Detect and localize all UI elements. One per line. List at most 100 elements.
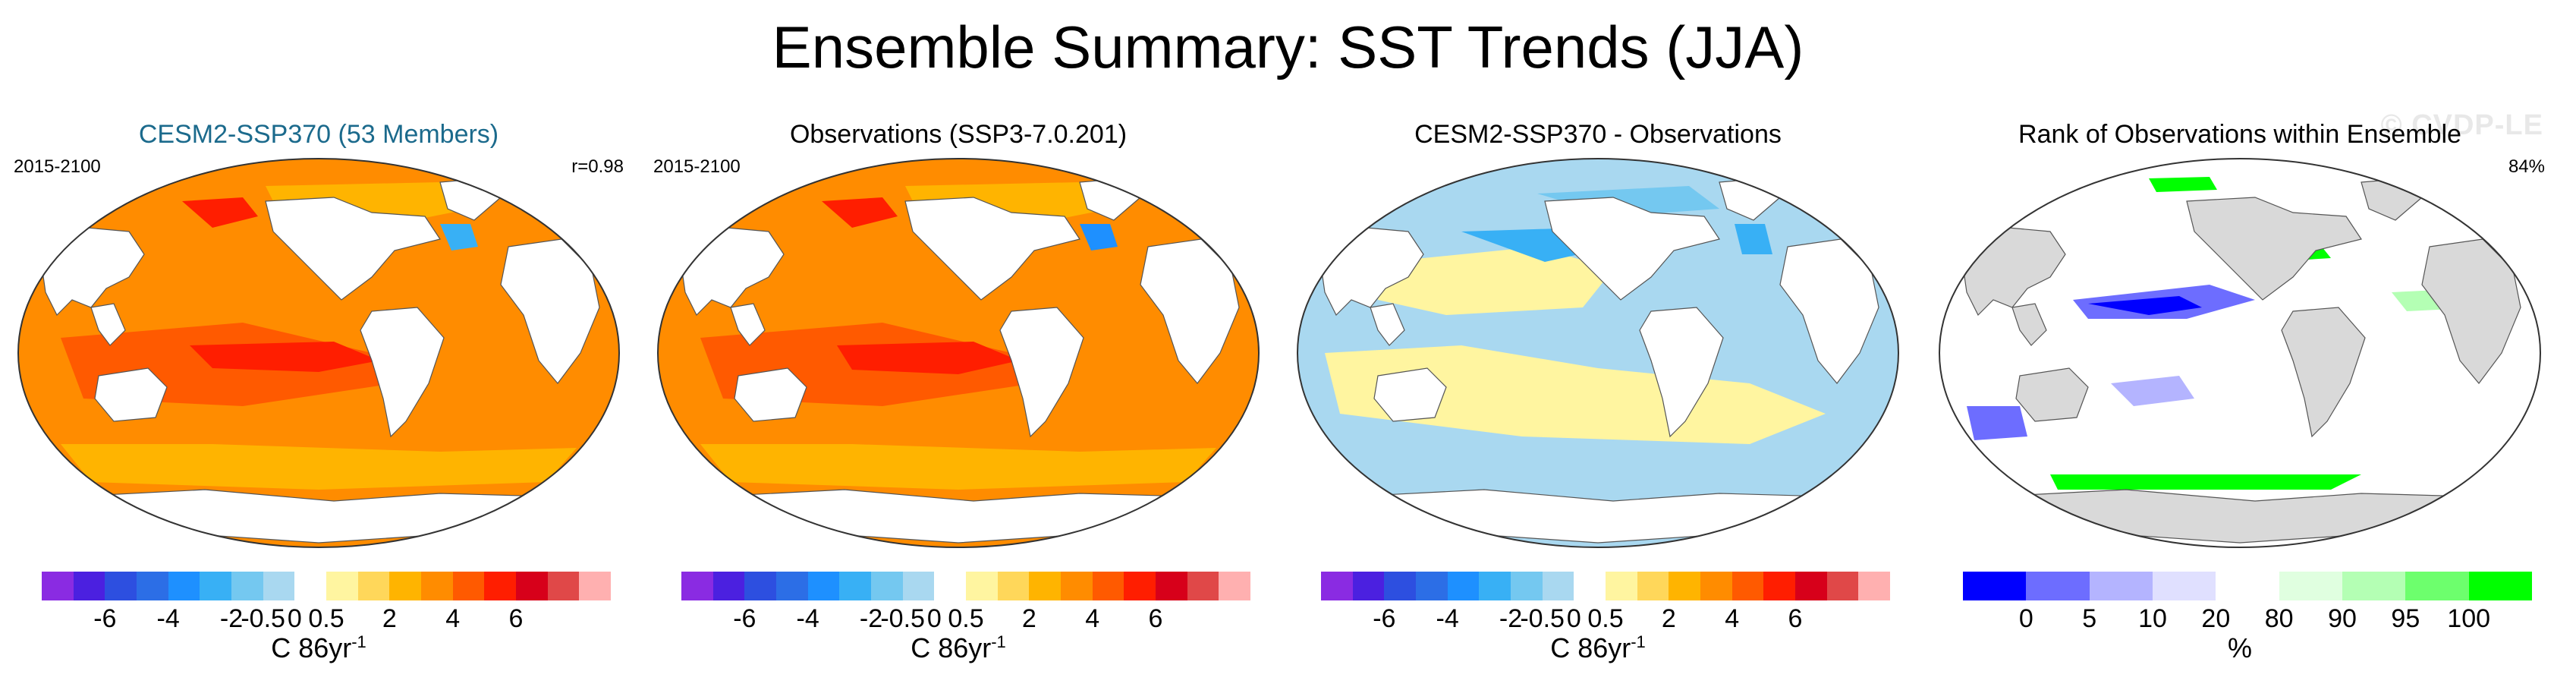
colorbar-swatch xyxy=(934,572,967,600)
colorbar-tick-label: 0 xyxy=(287,604,302,633)
colorbar-tick-label: -6 xyxy=(1373,604,1396,633)
colorbar-swatch xyxy=(776,572,808,600)
panel-rank: © CVDP-LE Rank of Observations within En… xyxy=(1929,109,2551,676)
anomaly-region xyxy=(190,342,379,372)
colorbar-tick-label: 10 xyxy=(2138,604,2167,633)
anomaly-region xyxy=(2149,177,2217,192)
land-mass xyxy=(734,367,807,422)
colorbar-swatch xyxy=(1826,572,1859,600)
globe-outline xyxy=(657,158,1260,548)
colorbar-swatch xyxy=(1542,572,1574,600)
colorbar-swatch xyxy=(579,572,612,600)
colorbar-swatch xyxy=(2468,572,2532,600)
colorbar-units: C 86yr-1 xyxy=(271,632,366,663)
colorbar-swatch xyxy=(2026,572,2090,600)
colorbar-swatch xyxy=(484,572,517,600)
land-mass xyxy=(2011,303,2047,346)
colorbar-ticks: -6 -4 -2 -0.5 0 0.5 2 4 6 xyxy=(42,598,611,644)
colorbar-tick-label: 4 xyxy=(445,604,461,633)
colorbar-swatch xyxy=(1511,572,1543,600)
globe-outline xyxy=(17,158,620,548)
period-label: 2015-2100 xyxy=(14,156,101,177)
colorbar-swatch xyxy=(1156,572,1187,600)
colorbar-swatch xyxy=(1416,572,1448,600)
colorbar-tick-label: 95 xyxy=(2391,604,2420,633)
colorbar-tick-label: 2 xyxy=(1021,604,1036,633)
colorbar-swatch xyxy=(1795,572,1827,600)
colorbar-swatch xyxy=(2279,572,2342,600)
colorbar-units: C 86yr-1 xyxy=(1550,632,1646,663)
colorbar-swatch xyxy=(73,572,105,600)
colorbar-swatch xyxy=(1124,572,1156,600)
colorbar-tick-label: 0 xyxy=(2018,604,2033,633)
colorbar-swatch xyxy=(421,572,453,600)
colorbar-swatch xyxy=(1384,572,1417,600)
panel-observations: Observations (SSP3-7.0.201) 2015-2100 -6… xyxy=(647,114,1269,676)
colorbar-swatch xyxy=(200,572,232,600)
land-mass xyxy=(265,197,441,301)
figure-title: Ensemble Summary: SST Trends (JJA) xyxy=(772,14,1804,80)
land-mass xyxy=(1544,197,1720,301)
pattern-correlation: r=0.98 xyxy=(571,156,624,177)
land-mass xyxy=(999,307,1084,438)
colorbar xyxy=(1321,572,1891,600)
panel-difference: CESM2-SSP370 - Observations -6 -4 -2 -0.5 0 0… xyxy=(1287,114,1909,676)
panel-title: CESM2-SSP370 - Observations xyxy=(1414,120,1782,149)
colorbar-swatch xyxy=(839,572,872,600)
colorbar-swatch xyxy=(2405,572,2469,600)
colorbar-swatch xyxy=(42,572,74,600)
colorbar-tick-label: -6 xyxy=(733,604,756,633)
colorbar-tick-label: 90 xyxy=(2328,604,2357,633)
colorbar-swatch xyxy=(997,572,1030,600)
colorbar-tick-label: -4 xyxy=(156,604,180,633)
colorbar-swatch xyxy=(1700,572,1732,600)
colorbar-swatch xyxy=(1219,572,1251,600)
colorbar-swatch xyxy=(1352,572,1385,600)
colorbar-tick-label: 4 xyxy=(1725,604,1740,633)
panel-cesm2: CESM2-SSP370 (53 Members) 2015-2100 r=0.… xyxy=(8,114,630,676)
land-mass xyxy=(2015,367,2089,422)
colorbar-swatch xyxy=(1479,572,1511,600)
colorbar-swatch xyxy=(1574,572,1606,600)
colorbar-ticks: -6 -4 -2 -0.5 0 0.5 2 4 6 xyxy=(681,598,1250,644)
colorbar-swatch xyxy=(1029,572,1062,600)
colorbar-swatch xyxy=(231,572,263,600)
colorbar-swatch xyxy=(1763,572,1796,600)
colorbar-tick-label: 6 xyxy=(1148,604,1163,633)
colorbar-tick-label: 80 xyxy=(2264,604,2294,633)
land-mass xyxy=(94,367,168,422)
colorbar-swatch xyxy=(1669,572,1701,600)
land-mass xyxy=(730,303,766,346)
colorbar xyxy=(42,572,612,600)
colorbar-swatch xyxy=(389,572,422,600)
anomaly-region xyxy=(2050,474,2361,490)
colorbar-swatch xyxy=(168,572,200,600)
colorbar-swatch xyxy=(452,572,485,600)
colorbar-swatch xyxy=(1092,572,1124,600)
anomaly-region xyxy=(440,224,478,251)
panel-title: Observations (SSP3-7.0.201) xyxy=(789,120,1128,149)
anomaly-region xyxy=(2111,376,2194,406)
land-mass xyxy=(360,307,445,438)
colorbar-swatch xyxy=(357,572,390,600)
colorbar-swatch xyxy=(2342,572,2406,600)
colorbar-swatch xyxy=(807,572,840,600)
colorbar-swatch xyxy=(516,572,548,600)
colorbar-swatch xyxy=(1187,572,1219,600)
colorbar-tick-label: -4 xyxy=(796,604,819,633)
globe-outline xyxy=(1939,158,2541,548)
colorbar-swatch xyxy=(712,572,745,600)
colorbar-swatch xyxy=(1606,572,1637,600)
anomaly-region xyxy=(837,342,1019,374)
panel-title: CESM2-SSP370 (53 Members) xyxy=(138,120,499,149)
colorbar-swatch xyxy=(1858,572,1891,600)
colorbar-swatch xyxy=(294,572,327,600)
colorbar-ticks: 0 5 10 20 80 90 95 100 xyxy=(1963,598,2532,644)
colorbar-tick-label: -2 xyxy=(859,604,883,633)
colorbar-swatch xyxy=(137,572,168,600)
rank-percentage: 84% xyxy=(2508,156,2545,177)
colorbar-tick-label: 6 xyxy=(508,604,524,633)
colorbar-swatch xyxy=(105,572,137,600)
colorbar-tick-label: -6 xyxy=(93,604,117,633)
land-mass xyxy=(90,303,126,346)
